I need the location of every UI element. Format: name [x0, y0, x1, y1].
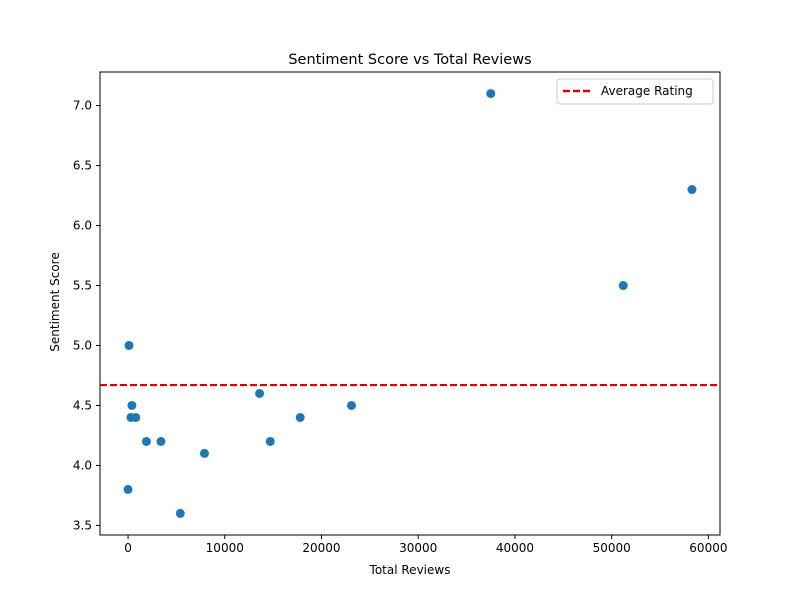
legend-entry-average-rating: Average Rating — [601, 84, 693, 98]
x-tick-label: 20000 — [302, 541, 340, 555]
y-tick-label: 4.0 — [73, 458, 92, 472]
y-tick-label: 4.5 — [73, 398, 92, 412]
data-point — [156, 436, 166, 446]
data-point — [175, 508, 185, 518]
legend: Average Rating — [556, 78, 714, 105]
data-point — [265, 436, 275, 446]
data-point — [124, 340, 134, 350]
data-point — [127, 400, 137, 410]
data-point — [687, 185, 697, 195]
y-tick-label: 5.5 — [73, 279, 92, 293]
x-tick-label: 10000 — [206, 541, 244, 555]
legend-box — [556, 78, 714, 105]
chart-title: Sentiment Score vs Total Reviews — [288, 52, 531, 68]
data-point — [199, 448, 209, 458]
data-point — [486, 89, 496, 99]
y-tick-label: 7.0 — [73, 99, 92, 113]
y-axis-label: Sentiment Score — [48, 252, 62, 351]
y-tick-label: 3.5 — [73, 518, 92, 532]
plot-area: 0 10000 20000 30000 40000 50000 60000 3.5 4.0 4.5… — [73, 71, 727, 555]
x-tick-label: 60000 — [689, 541, 727, 555]
data-point — [295, 412, 305, 422]
y-tick-label: 6.0 — [73, 219, 92, 233]
data-point — [123, 484, 133, 494]
x-axis-label: Total Reviews — [369, 563, 451, 577]
y-tick-label: 5.0 — [73, 338, 92, 352]
data-point — [618, 281, 628, 291]
y-tick-label: 6.5 — [73, 159, 92, 173]
x-tick-label: 40000 — [496, 541, 534, 555]
data-point — [141, 436, 151, 446]
data-point — [131, 412, 141, 422]
x-tick-label: 0 — [124, 541, 132, 555]
axes-frame — [99, 71, 721, 536]
x-tick-label: 50000 — [593, 541, 631, 555]
data-point — [346, 400, 356, 410]
x-tick-label: 30000 — [399, 541, 437, 555]
data-point — [255, 388, 265, 398]
